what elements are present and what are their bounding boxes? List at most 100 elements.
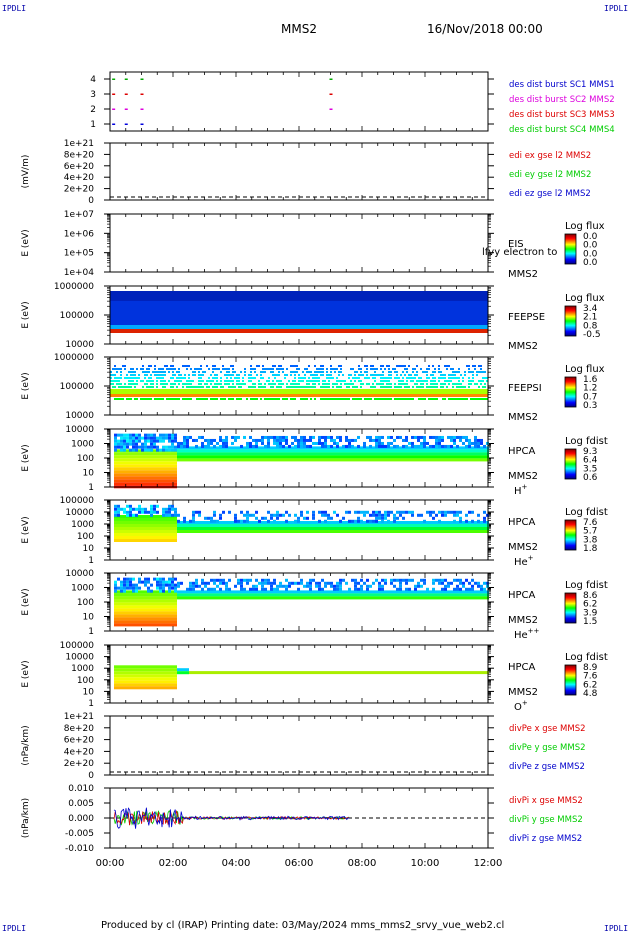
heatmap-cell — [171, 602, 174, 606]
heatmap-cell — [426, 371, 428, 373]
heatmap-cell — [274, 398, 276, 400]
heatmap-cell — [339, 455, 342, 459]
heatmap-cell — [333, 587, 336, 591]
heatmap-cell — [195, 449, 198, 453]
heatmap-cell — [291, 527, 294, 530]
heatmap-cell — [174, 445, 177, 449]
heatmap-cell — [228, 446, 231, 450]
heatmap-cell — [438, 368, 440, 370]
heatmap-cell — [279, 449, 282, 453]
heatmap-cell — [213, 449, 216, 453]
heatmap-cell — [249, 513, 252, 517]
heatmap-cell — [174, 433, 177, 437]
heatmap-cell — [120, 611, 123, 615]
heatmap-cell — [250, 386, 252, 388]
heatmap-cell — [170, 398, 172, 400]
heatmap-cell — [366, 530, 369, 533]
heatmap-cell — [135, 482, 138, 486]
heatmap-cell — [123, 461, 126, 465]
heatmap-cell — [164, 386, 166, 388]
heatmap-cell — [321, 455, 324, 459]
heatmap-cell — [255, 449, 258, 453]
heatmap-cell — [216, 386, 218, 388]
heatmap-cell — [249, 441, 252, 445]
heatmap-cell — [222, 596, 225, 600]
heatmap-cell — [308, 386, 310, 388]
heatmap-cell — [471, 510, 474, 514]
heatmap-cell — [306, 584, 309, 588]
heatmap-cell — [447, 524, 450, 527]
colorbar-tick-label: 5.7 — [583, 527, 597, 537]
heatmap-cell — [230, 398, 232, 400]
heatmap-cell — [159, 455, 162, 459]
heatmap-cell — [198, 524, 201, 527]
heatmap-cell — [156, 464, 159, 468]
heatmap-cell — [186, 521, 189, 524]
heatmap-cell — [336, 435, 339, 439]
heatmap-cell — [144, 479, 147, 483]
heatmap-cell — [370, 365, 372, 367]
heatmap-cell — [138, 467, 141, 471]
heatmap-cell — [453, 441, 456, 445]
heatmap-cell — [124, 386, 126, 388]
heatmap-cell — [416, 365, 418, 367]
heatmap-cell — [309, 578, 312, 582]
heatmap-cell — [336, 593, 339, 597]
heatmap-cell — [471, 527, 474, 530]
heatmap-cell — [340, 368, 342, 370]
heatmap-cell — [192, 527, 195, 530]
heatmap-cell — [357, 587, 360, 591]
heatmap-cell — [180, 455, 183, 459]
heatmap-cell — [188, 374, 190, 376]
heatmap-cell — [378, 444, 381, 448]
heatmap-cell — [378, 521, 381, 524]
heatmap-cell — [412, 380, 414, 382]
heatmap-cell — [324, 438, 327, 442]
heatmap-cell — [150, 445, 153, 449]
heatmap-cell — [372, 458, 375, 462]
heatmap-cell — [356, 398, 358, 400]
heatmap-cell — [462, 446, 465, 450]
heatmap-cell — [414, 521, 417, 524]
heatmap-cell — [430, 374, 432, 376]
heatmap-cell — [438, 449, 441, 453]
heatmap-cell — [141, 515, 144, 518]
heatmap-cell — [141, 620, 144, 624]
heatmap-cell — [402, 449, 405, 453]
heatmap-cell — [264, 398, 266, 400]
heatmap-cell — [192, 530, 195, 533]
heatmap-cell — [196, 368, 198, 370]
heatmap-cell — [222, 510, 225, 514]
heatmap-cell — [372, 374, 374, 376]
heatmap-cell — [333, 590, 336, 594]
colorbar-tick-label: 1.6 — [583, 375, 598, 385]
heatmap-cell — [300, 386, 302, 388]
heatmap-cell — [462, 398, 464, 400]
heatmap-cell — [372, 449, 375, 453]
heatmap-cell — [204, 521, 207, 524]
heatmap-cell — [411, 593, 414, 597]
heatmap-cell — [246, 510, 249, 514]
heatmap-cell — [414, 435, 417, 439]
heatmap-cell — [267, 444, 270, 448]
heatmap-cell — [458, 386, 460, 388]
colorbar — [564, 376, 577, 408]
heatmap-cell — [402, 452, 405, 456]
heatmap-cell — [174, 467, 177, 471]
heatmap-cell — [258, 446, 261, 450]
heatmap-cell — [357, 435, 360, 439]
heatmap-cell — [117, 536, 120, 539]
heatmap-cell — [141, 442, 144, 446]
heatmap-cell — [434, 383, 436, 385]
heatmap-cell — [177, 593, 180, 597]
heatmap-cell — [120, 473, 123, 477]
heatmap-cell — [426, 446, 429, 450]
heatmap-cell — [153, 524, 156, 527]
heatmap-cell — [274, 377, 276, 379]
heatmap-cell — [126, 583, 129, 587]
heatmap-cell — [120, 605, 123, 609]
heatmap-cell — [156, 590, 159, 594]
heatmap-cell — [195, 452, 198, 456]
heatmap-cell — [279, 524, 282, 527]
heatmap-cell — [261, 524, 264, 527]
